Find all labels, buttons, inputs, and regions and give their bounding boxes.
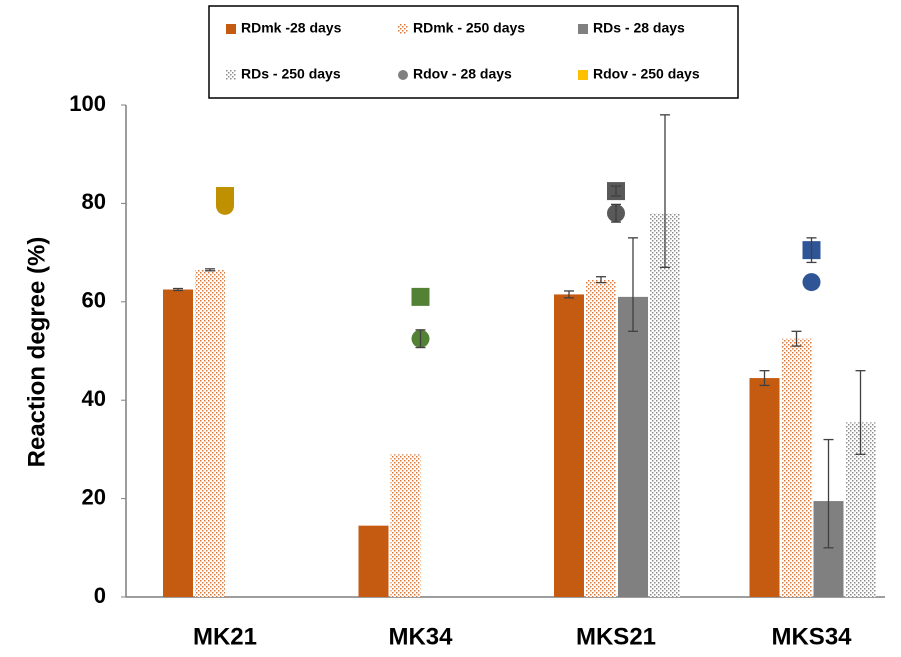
- bar: [390, 454, 421, 597]
- bar: [358, 525, 389, 597]
- bar: [554, 294, 584, 597]
- bar: [781, 338, 812, 597]
- bar: [586, 279, 616, 597]
- legend-swatch: [226, 24, 236, 34]
- bar: [650, 213, 680, 598]
- bar: [195, 269, 225, 597]
- y-tick-label: 40: [82, 386, 106, 411]
- x-tick-label: MKS34: [771, 623, 852, 650]
- y-tick-label: 60: [82, 288, 106, 313]
- x-tick-label: MK34: [388, 623, 453, 650]
- error-bar: [564, 290, 574, 299]
- error-bar: [205, 268, 215, 272]
- y-tick-label: 100: [69, 91, 106, 116]
- x-tick-label: MKS21: [576, 623, 656, 650]
- error-bar: [759, 370, 770, 387]
- bar: [749, 378, 780, 597]
- error-bar: [611, 203, 621, 223]
- legend-box: [208, 5, 739, 99]
- legend-label: Rdov - 28 days: [413, 66, 512, 82]
- legend-label: RDmk -28 days: [241, 20, 342, 36]
- error-bar: [806, 237, 817, 264]
- error-bar: [660, 114, 670, 269]
- legend-label: RDmk - 250 days: [413, 20, 525, 36]
- legend-swatch: [578, 70, 588, 80]
- error-bar: [415, 329, 426, 349]
- error-bar: [855, 370, 866, 455]
- error-bar: [823, 438, 834, 549]
- legend-label: RDs - 250 days: [241, 66, 341, 82]
- point-square: [411, 287, 430, 306]
- point-square: [216, 187, 234, 206]
- y-tick-label: 20: [82, 484, 106, 509]
- y-tick-label: 0: [94, 583, 106, 608]
- error-bar: [611, 185, 621, 197]
- error-bar: [173, 287, 183, 292]
- bar: [618, 296, 648, 597]
- legend-label: Rdov - 250 days: [593, 66, 700, 82]
- legend-swatch: [226, 70, 236, 80]
- y-axis-label: Reaction degree (%): [23, 237, 50, 468]
- y-tick-label: 80: [82, 189, 106, 214]
- point-circle: [802, 273, 821, 292]
- error-bar: [596, 276, 606, 284]
- error-bar: [791, 330, 802, 347]
- x-tick-label: MK21: [193, 623, 257, 650]
- error-bar: [628, 237, 638, 332]
- legend-swatch: [578, 24, 588, 34]
- bar: [163, 289, 193, 597]
- legend-swatch: [398, 70, 408, 80]
- legend-swatch: [398, 24, 408, 34]
- legend-label: RDs - 28 days: [593, 20, 685, 36]
